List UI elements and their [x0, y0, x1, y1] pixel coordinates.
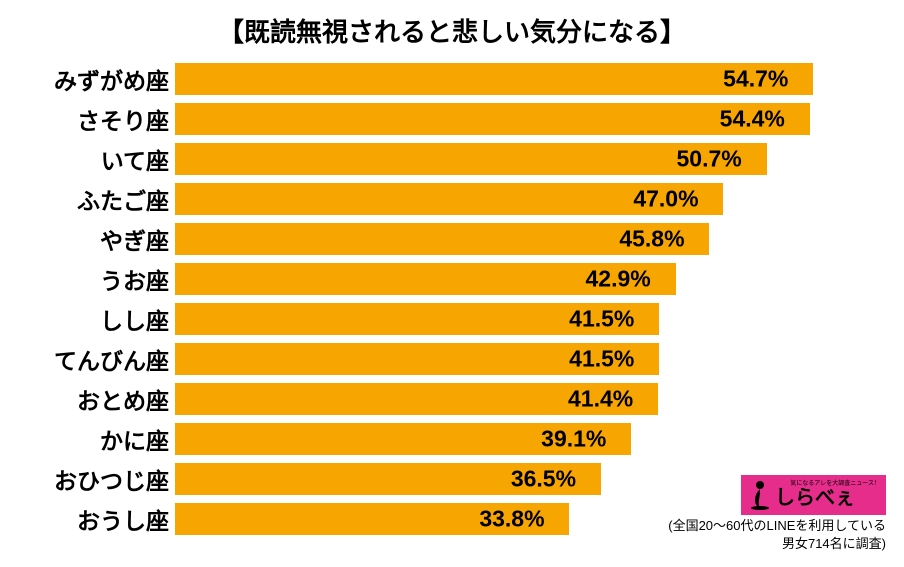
value-label: 54.4%	[720, 106, 785, 133]
bar-area: 41.5%	[175, 343, 904, 375]
value-label: 41.4%	[568, 386, 633, 413]
brand-logo-icon	[747, 480, 773, 510]
brand-logo: しらべぇ 気になるアレを大調査ニュース！	[741, 475, 886, 515]
chart-row: おとめ座 41.4%	[0, 379, 904, 419]
category-label: おとめ座	[0, 382, 175, 416]
survey-note: (全国20～60代のLINEを利用している 男女714名に調査)	[668, 517, 886, 553]
value-label: 45.8%	[619, 226, 684, 253]
category-label: おうし座	[0, 502, 175, 536]
bar-area: 39.1%	[175, 423, 904, 455]
bar-area: 50.7%	[175, 143, 904, 175]
bar	[175, 63, 813, 95]
survey-note-line2: 男女714名に調査)	[668, 535, 886, 553]
value-label: 36.5%	[511, 466, 576, 493]
chart-row: さそり座 54.4%	[0, 99, 904, 139]
value-label: 41.5%	[569, 306, 634, 333]
bar	[175, 103, 810, 135]
value-label: 50.7%	[677, 146, 742, 173]
bar-area: 41.5%	[175, 303, 904, 335]
category-label: みずがめ座	[0, 62, 175, 96]
chart-row: うお座 42.9%	[0, 259, 904, 299]
chart-row: しし座 41.5%	[0, 299, 904, 339]
category-label: しし座	[0, 302, 175, 336]
chart-row: ふたご座 47.0%	[0, 179, 904, 219]
chart-title: 【既読無視されると悲しい気分になる】	[0, 0, 904, 59]
bar-area: 54.4%	[175, 103, 904, 135]
value-label: 39.1%	[541, 426, 606, 453]
chart-row: てんびん座 41.5%	[0, 339, 904, 379]
category-label: いて座	[0, 142, 175, 176]
bar-area: 54.7%	[175, 63, 904, 95]
bar-area: 45.8%	[175, 223, 904, 255]
brand-logo-subline: 気になるアレを大調査ニュース！	[790, 478, 880, 487]
category-label: かに座	[0, 422, 175, 456]
category-label: うお座	[0, 262, 175, 296]
chart-row: かに座 39.1%	[0, 419, 904, 459]
value-label: 47.0%	[633, 186, 698, 213]
category-label: やぎ座	[0, 222, 175, 256]
chart-row: いて座 50.7%	[0, 139, 904, 179]
survey-note-line1: (全国20～60代のLINEを利用している	[668, 517, 886, 535]
category-label: ふたご座	[0, 182, 175, 216]
category-label: さそり座	[0, 102, 175, 136]
value-label: 54.7%	[723, 66, 788, 93]
bar-area: 41.4%	[175, 383, 904, 415]
bar-chart: みずがめ座 54.7% さそり座 54.4% いて座 50.7% ふたご座 47.0% やぎ座 4…	[0, 59, 904, 539]
chart-row: みずがめ座 54.7%	[0, 59, 904, 99]
value-label: 33.8%	[479, 506, 544, 533]
bar-area: 42.9%	[175, 263, 904, 295]
bar-area: 47.0%	[175, 183, 904, 215]
value-label: 42.9%	[586, 266, 651, 293]
value-label: 41.5%	[569, 346, 634, 373]
category-label: おひつじ座	[0, 462, 175, 496]
category-label: てんびん座	[0, 342, 175, 376]
chart-row: やぎ座 45.8%	[0, 219, 904, 259]
